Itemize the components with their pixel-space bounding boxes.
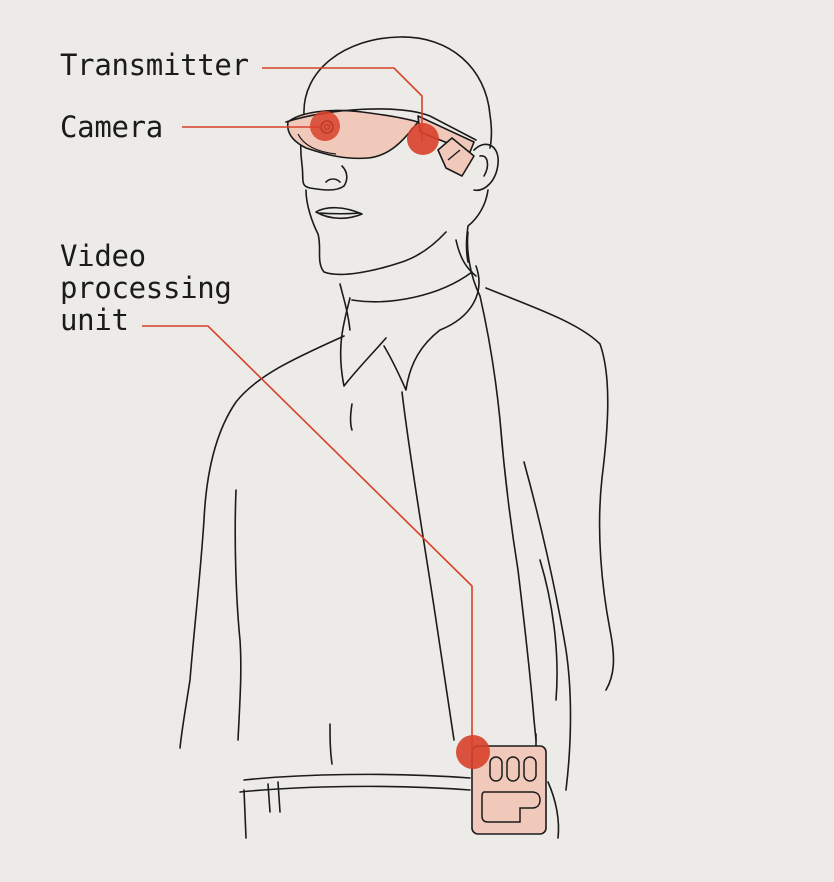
camera-label: Camera [60, 110, 163, 144]
sleeve-right-crease [523, 461, 572, 791]
transmitter-leader [262, 67, 423, 142]
ear [473, 143, 499, 191]
lips [315, 206, 363, 220]
waist-right [547, 781, 560, 839]
lanyard-cord [466, 231, 537, 741]
vpu-button-2 [506, 756, 520, 782]
transmitter-marker [407, 123, 439, 155]
person-illustration [179, 36, 615, 839]
neck-back [455, 239, 477, 277]
head-outline [303, 36, 493, 149]
back-of-head [465, 189, 489, 263]
leader-lines [142, 67, 473, 752]
collar-band [351, 271, 473, 303]
shirt-fold [349, 403, 353, 431]
ear-inner [479, 155, 489, 177]
sleeve-right-fold [539, 559, 558, 701]
vpu-label-line-2: processing [60, 271, 232, 305]
smart-glasses [285, 108, 477, 177]
torso-side-crease [329, 723, 333, 765]
glasses-lens-reflection [297, 133, 337, 155]
neck-front [339, 283, 351, 331]
video-processing-unit-device [471, 745, 547, 835]
transmitter-housing [437, 137, 475, 177]
jaw [305, 189, 447, 276]
collar-right [383, 265, 480, 391]
vpu-leader [142, 325, 473, 752]
collar-left [339, 297, 387, 387]
glasses-lens [286, 109, 419, 160]
vpu-label-line-3: unit [60, 303, 129, 337]
belt-loop [243, 781, 281, 839]
vpu-button-3 [523, 756, 537, 782]
camera-marker [310, 111, 340, 141]
callout-markers [310, 111, 490, 769]
glasses-top-bar [285, 108, 477, 141]
callout-labels: Transmitter Camera Video processing unit [60, 48, 249, 337]
waistband-top [243, 773, 471, 781]
vpu-marker [456, 735, 490, 769]
shoulder-left [179, 335, 345, 749]
vpu-label-line-1: Video [60, 239, 146, 273]
vpu-slot [481, 791, 541, 823]
shirt-placket [401, 391, 455, 741]
transmitter-label: Transmitter [60, 48, 249, 82]
transmitter-slot [447, 149, 461, 161]
sleeve-left-crease [234, 489, 242, 741]
vpu-button-1 [489, 756, 503, 782]
waistband-bottom [239, 785, 471, 793]
shoulder-right [485, 287, 615, 691]
face-profile [299, 117, 348, 191]
nostril [325, 178, 341, 183]
